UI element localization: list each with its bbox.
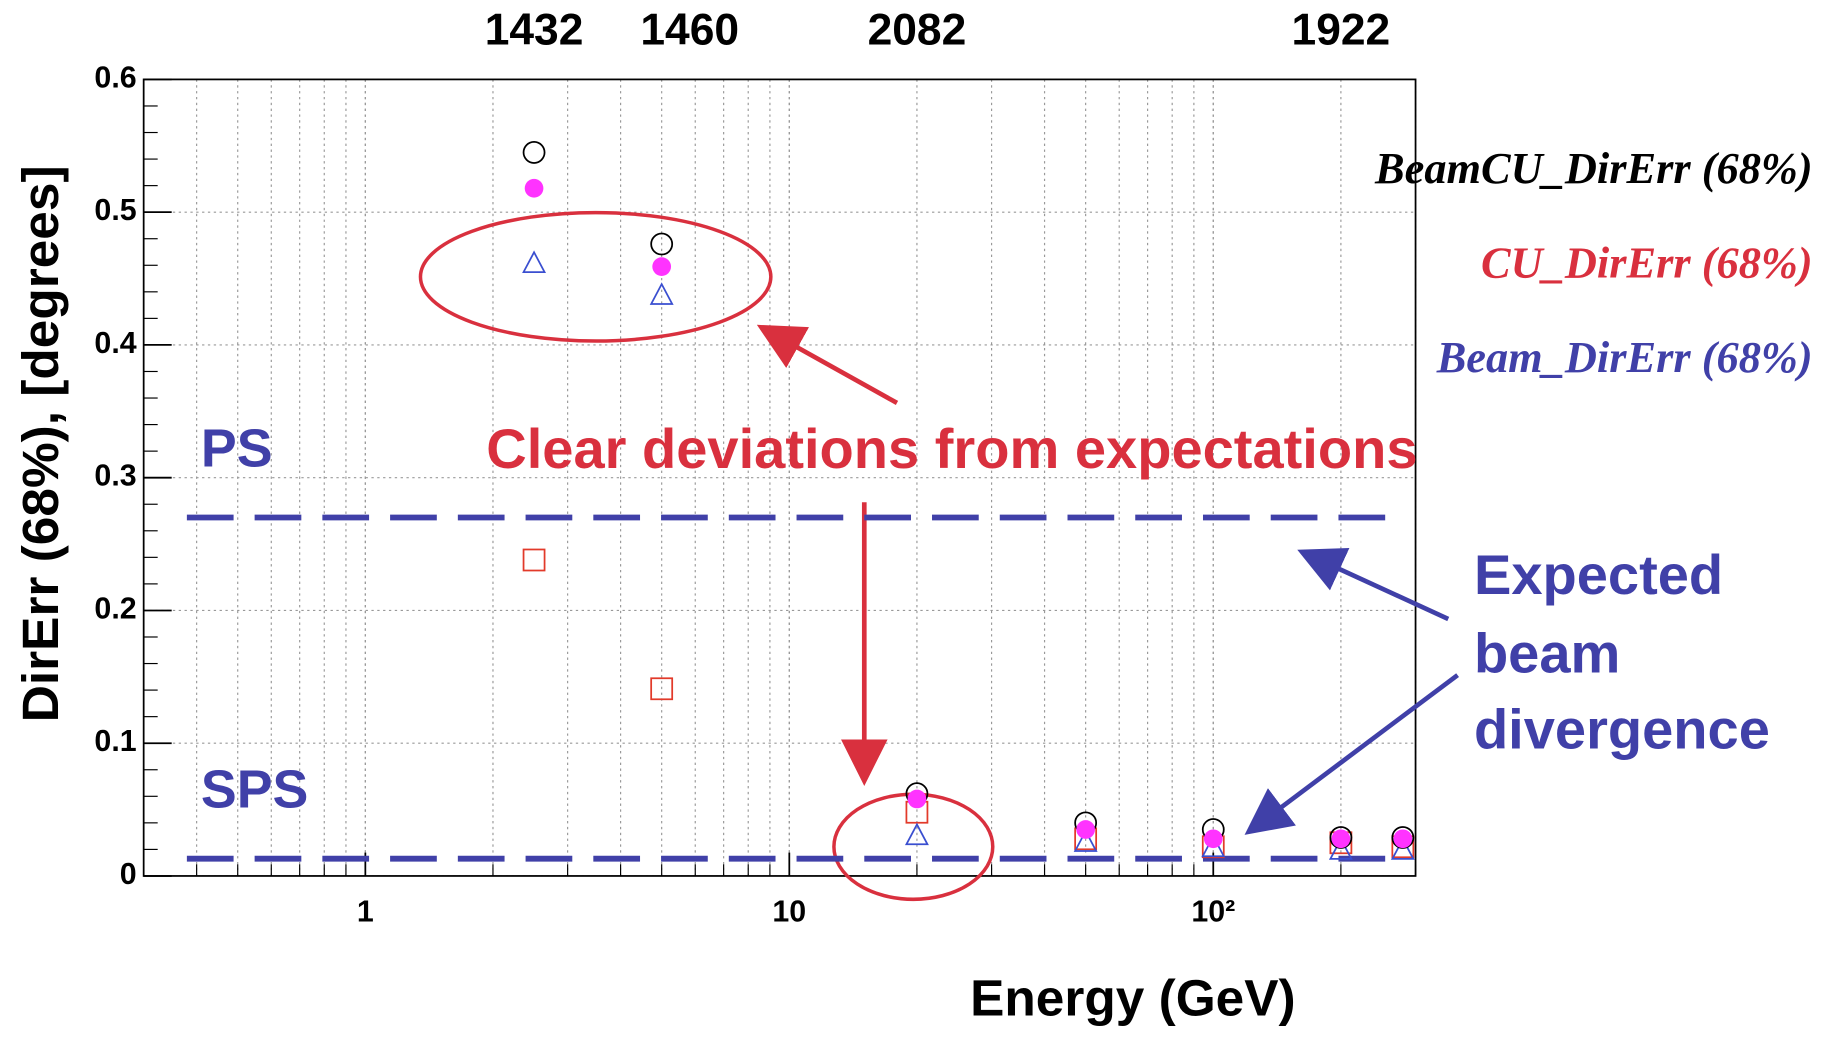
marker [522,548,546,572]
marker [522,141,546,164]
annotation: divergence [1474,697,1770,760]
legend-entry: CU_DirErr (68%) [1481,238,1813,288]
x-tick-label: 10² [1191,895,1235,928]
reference-label: PS [201,418,273,478]
reference-label: SPS [201,759,309,819]
marker [1076,820,1095,839]
x-axis-label: Energy (GeV) [970,969,1295,1027]
marker [1331,829,1351,849]
marker [650,677,674,701]
run-label: 1432 [485,5,584,54]
run-label: 2082 [868,5,967,54]
marker [522,250,547,274]
arrow [1297,547,1450,622]
annotation: Clear deviations from expectations [486,417,1417,480]
y-axis-label: DirErr (68%), [degrees] [11,165,69,722]
marker [652,257,672,276]
marker [1073,829,1098,852]
y-tick-label: 0 [120,858,137,891]
annotation: Expected [1474,543,1723,606]
highlight-ellipse [418,210,773,343]
marker [649,282,674,305]
y-tick-label: 0.5 [94,194,136,227]
marker [1390,837,1415,860]
legend-entry: BeamCU_DirErr (68%) [1374,143,1813,193]
y-tick-label: 0.1 [94,725,136,758]
marker [907,789,927,809]
y-tick-label: 0.4 [94,327,136,360]
marker [1393,829,1413,849]
marker [1328,837,1353,860]
y-tick-label: 0.6 [94,61,136,94]
arrow [1244,673,1459,835]
arrow [756,324,899,405]
run-label: 1460 [640,5,739,54]
annotation: beam [1474,621,1620,684]
marker [904,822,929,846]
grid [143,78,1417,877]
y-tick-label: 0.2 [94,592,136,625]
legend-entry: Beam_DirErr (68%) [1436,332,1813,382]
marker [1203,829,1223,849]
x-tick-label: 10 [772,895,806,928]
run-label: 1922 [1292,5,1391,54]
y-tick-label: 0.3 [94,460,136,493]
highlight-ellipse [832,792,995,902]
marker [524,178,544,198]
marker [650,232,674,256]
x-tick-label: 1 [357,895,374,928]
